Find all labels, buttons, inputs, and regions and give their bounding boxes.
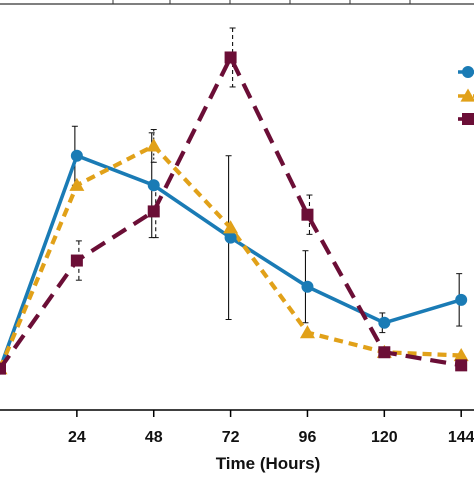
circle-marker xyxy=(378,317,390,329)
x-tick-label: 72 xyxy=(222,429,240,446)
series-lines xyxy=(0,58,461,369)
x-ticks: 24 48 72 96 120 144 xyxy=(68,410,474,446)
square-marker xyxy=(455,359,467,371)
circle-marker xyxy=(148,179,160,191)
square-marker xyxy=(378,346,390,358)
data-markers xyxy=(0,51,469,374)
series-line xyxy=(0,156,461,369)
triangle-marker xyxy=(146,138,161,151)
error-bars xyxy=(72,28,462,333)
square-marker xyxy=(225,51,237,63)
circle-marker xyxy=(455,294,467,306)
square-marker xyxy=(0,363,6,375)
x-tick-label: 96 xyxy=(299,429,317,446)
x-tick-label: 144 xyxy=(448,429,474,446)
x-axis-title: Time (Hours) xyxy=(216,454,321,473)
x-tick-label: 120 xyxy=(371,429,398,446)
triangle-marker xyxy=(300,325,315,338)
x-tick-label: 48 xyxy=(145,429,163,446)
circle-marker xyxy=(462,66,474,78)
legend xyxy=(458,66,474,125)
square-marker xyxy=(148,205,160,217)
circle-marker xyxy=(71,150,83,162)
x-tick-label: 24 xyxy=(68,429,86,446)
square-marker xyxy=(462,113,474,125)
square-marker xyxy=(71,255,83,267)
x-axis: 24 48 72 96 120 144 xyxy=(0,410,474,446)
square-marker xyxy=(301,209,313,221)
circle-marker xyxy=(301,281,313,293)
triangle-marker xyxy=(223,220,238,233)
top-frame xyxy=(0,0,474,4)
circle-marker xyxy=(225,232,237,244)
